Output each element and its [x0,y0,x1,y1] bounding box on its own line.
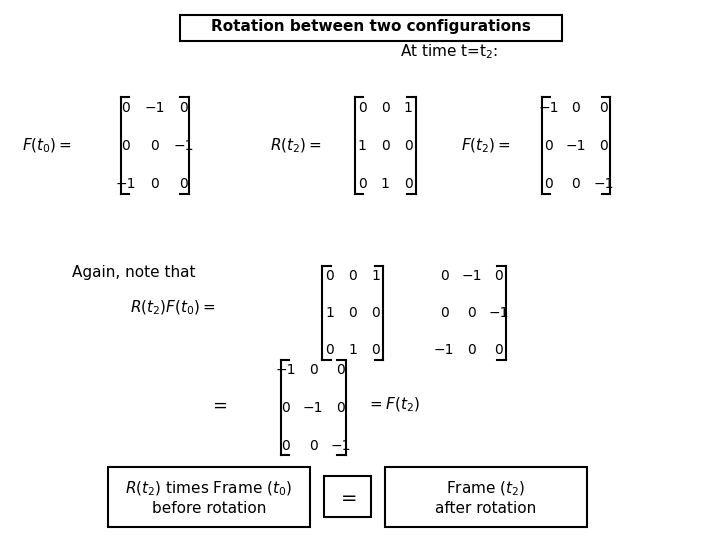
Text: 0: 0 [282,438,290,453]
FancyBboxPatch shape [108,467,310,526]
Text: 0: 0 [336,363,345,377]
Text: $F(t_0)=$: $F(t_0)=$ [22,137,71,155]
Text: $=$: $=$ [337,487,358,506]
Text: Rotation between two configurations: Rotation between two configurations [211,19,531,35]
Text: −1: −1 [539,101,559,115]
Text: 0: 0 [122,139,130,153]
Text: 0: 0 [150,139,159,153]
Text: 0: 0 [467,306,476,320]
Text: $=$: $=$ [209,396,228,414]
Text: 0: 0 [309,438,318,453]
Text: Frame $(t_2)$: Frame $(t_2)$ [446,480,526,498]
Text: 0: 0 [572,177,580,191]
Text: 0: 0 [348,306,357,320]
Text: 0: 0 [358,177,366,191]
Text: 0: 0 [179,101,188,115]
Text: 0: 0 [440,269,449,284]
Text: 0: 0 [599,139,608,153]
Text: 0: 0 [309,363,318,377]
Text: −1: −1 [145,101,165,115]
Text: 0: 0 [282,401,290,415]
Text: 0: 0 [572,101,580,115]
Text: −1: −1 [489,306,509,320]
Text: −1: −1 [116,177,136,191]
Text: 1: 1 [372,269,380,284]
Text: At time t=t$_2$:: At time t=t$_2$: [400,42,498,60]
Text: 1: 1 [358,139,366,153]
Text: 0: 0 [325,343,334,357]
Text: 0: 0 [336,401,345,415]
Text: 0: 0 [495,269,503,284]
Text: before rotation: before rotation [152,501,266,516]
Text: 0: 0 [467,343,476,357]
Text: 0: 0 [150,177,159,191]
Text: 0: 0 [404,177,413,191]
Text: −1: −1 [276,363,296,377]
Text: after rotation: after rotation [436,501,536,516]
FancyBboxPatch shape [180,15,562,40]
Text: $R(t_2)=$: $R(t_2)=$ [270,137,322,155]
Text: −1: −1 [174,139,194,153]
Text: 1: 1 [348,343,357,357]
Text: 0: 0 [381,139,390,153]
Text: −1: −1 [303,401,323,415]
Text: 0: 0 [440,306,449,320]
Text: −1: −1 [462,269,482,284]
Text: −1: −1 [566,139,586,153]
Text: 0: 0 [495,343,503,357]
Text: 1: 1 [325,306,334,320]
Text: $F(t_2)=$: $F(t_2)=$ [461,137,510,155]
Text: 0: 0 [372,306,380,320]
Text: −1: −1 [434,343,454,357]
Text: 0: 0 [381,101,390,115]
FancyBboxPatch shape [324,476,371,517]
Text: 1: 1 [381,177,390,191]
Text: Again, note that: Again, note that [72,265,196,280]
Text: 0: 0 [179,177,188,191]
FancyBboxPatch shape [385,467,587,526]
Text: $R(t_2)$ times Frame $(t_0)$: $R(t_2)$ times Frame $(t_0)$ [125,480,292,498]
Text: −1: −1 [330,438,351,453]
Text: 0: 0 [544,177,553,191]
Text: 0: 0 [372,343,380,357]
Text: 0: 0 [358,101,366,115]
Text: 0: 0 [122,101,130,115]
Text: $=F(t_2)$: $=F(t_2)$ [367,396,420,414]
Text: 0: 0 [599,101,608,115]
Text: −1: −1 [593,177,613,191]
Text: 0: 0 [325,269,334,284]
Text: 0: 0 [404,139,413,153]
Text: 0: 0 [348,269,357,284]
Text: 1: 1 [404,101,413,115]
Text: 0: 0 [544,139,553,153]
Text: $R(t_2)F(t_0)=$: $R(t_2)F(t_0)=$ [130,299,215,317]
